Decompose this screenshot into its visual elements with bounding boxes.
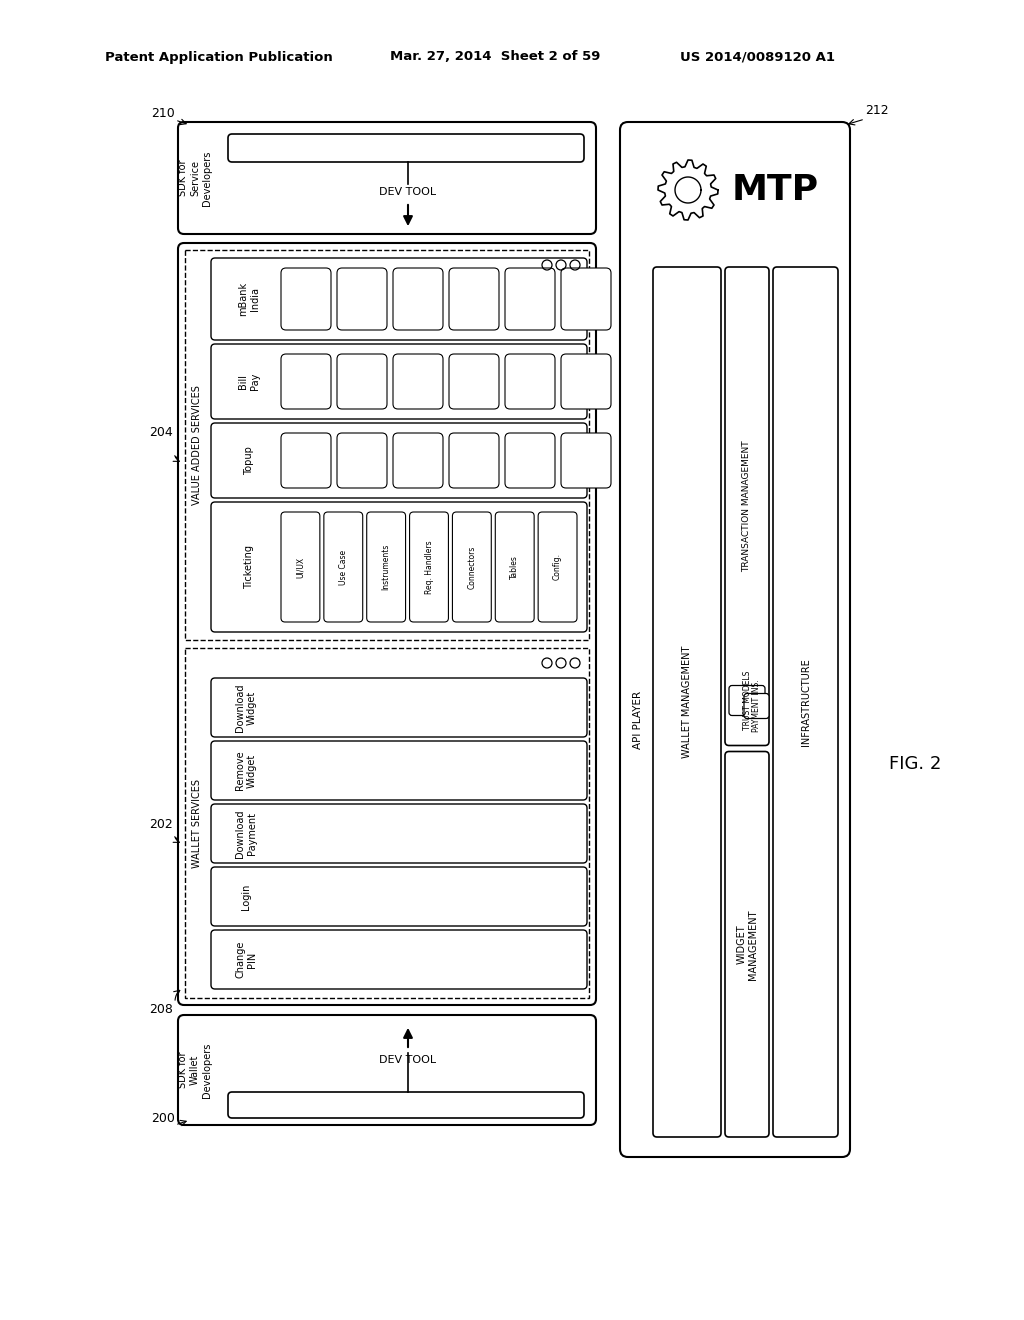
Text: Bill
Pay: Bill Pay: [239, 372, 260, 391]
FancyBboxPatch shape: [211, 741, 587, 800]
Text: DEV TOOL: DEV TOOL: [380, 1055, 436, 1065]
FancyBboxPatch shape: [505, 268, 555, 330]
FancyBboxPatch shape: [505, 354, 555, 409]
FancyBboxPatch shape: [228, 1092, 584, 1118]
FancyBboxPatch shape: [496, 512, 535, 622]
Text: Login: Login: [241, 883, 251, 909]
Text: Change
PIN: Change PIN: [236, 941, 257, 978]
Text: SDK for
Wallet
Developers: SDK for Wallet Developers: [178, 1043, 212, 1098]
FancyBboxPatch shape: [324, 512, 362, 622]
Text: 204: 204: [150, 426, 173, 440]
Text: Download
Payment: Download Payment: [236, 809, 257, 858]
FancyBboxPatch shape: [744, 693, 769, 718]
Text: Topup: Topup: [244, 446, 254, 475]
Text: 200: 200: [152, 1111, 175, 1125]
FancyBboxPatch shape: [211, 345, 587, 418]
FancyBboxPatch shape: [453, 512, 492, 622]
FancyBboxPatch shape: [281, 354, 331, 409]
Text: Req. Handlers: Req. Handlers: [425, 540, 433, 594]
Text: Config.: Config.: [553, 553, 562, 581]
FancyBboxPatch shape: [539, 512, 577, 622]
Text: Connectors: Connectors: [467, 545, 476, 589]
FancyBboxPatch shape: [211, 422, 587, 498]
FancyBboxPatch shape: [178, 1015, 596, 1125]
FancyBboxPatch shape: [337, 268, 387, 330]
FancyBboxPatch shape: [561, 354, 611, 409]
Text: Tables: Tables: [510, 556, 519, 579]
Text: MTP: MTP: [731, 173, 818, 207]
Text: Instruments: Instruments: [382, 544, 390, 590]
Text: 208: 208: [150, 1003, 173, 1016]
FancyBboxPatch shape: [449, 268, 499, 330]
Text: 212: 212: [865, 104, 889, 117]
FancyBboxPatch shape: [367, 512, 406, 622]
Text: Download
Widget: Download Widget: [236, 684, 257, 731]
Text: Mar. 27, 2014  Sheet 2 of 59: Mar. 27, 2014 Sheet 2 of 59: [390, 50, 600, 63]
Text: UI/UX: UI/UX: [296, 557, 305, 578]
FancyBboxPatch shape: [281, 268, 331, 330]
FancyBboxPatch shape: [178, 121, 596, 234]
Text: DEV TOOL: DEV TOOL: [380, 187, 436, 197]
Polygon shape: [675, 177, 701, 203]
Text: WALLET SERVICES: WALLET SERVICES: [193, 779, 202, 867]
Text: SDK for
Service
Developers: SDK for Service Developers: [178, 150, 212, 206]
FancyBboxPatch shape: [620, 121, 850, 1158]
FancyBboxPatch shape: [561, 433, 611, 488]
Text: Ticketing: Ticketing: [244, 545, 254, 589]
FancyBboxPatch shape: [211, 502, 587, 632]
FancyBboxPatch shape: [725, 751, 769, 1137]
Polygon shape: [658, 160, 718, 220]
FancyBboxPatch shape: [337, 433, 387, 488]
Text: US 2014/0089120 A1: US 2014/0089120 A1: [680, 50, 835, 63]
Text: WIDGET
MANAGEMENT: WIDGET MANAGEMENT: [736, 909, 758, 979]
Text: 210: 210: [152, 107, 175, 120]
Text: TRUST MODELS: TRUST MODELS: [742, 671, 752, 730]
FancyBboxPatch shape: [393, 433, 443, 488]
Text: API PLAYER: API PLAYER: [633, 690, 643, 748]
Text: WALLET MANAGEMENT: WALLET MANAGEMENT: [682, 645, 692, 758]
FancyBboxPatch shape: [410, 512, 449, 622]
FancyBboxPatch shape: [393, 354, 443, 409]
FancyBboxPatch shape: [211, 931, 587, 989]
FancyBboxPatch shape: [561, 268, 611, 330]
Text: INFRASTRUCTURE: INFRASTRUCTURE: [801, 659, 811, 746]
Text: Patent Application Publication: Patent Application Publication: [105, 50, 333, 63]
Text: FIG. 2: FIG. 2: [889, 755, 941, 772]
FancyBboxPatch shape: [505, 433, 555, 488]
FancyBboxPatch shape: [228, 135, 584, 162]
FancyBboxPatch shape: [211, 678, 587, 737]
Bar: [185, 249, 589, 640]
FancyBboxPatch shape: [211, 257, 587, 341]
FancyBboxPatch shape: [393, 268, 443, 330]
FancyBboxPatch shape: [773, 267, 838, 1137]
Text: PAYMENT INS.: PAYMENT INS.: [752, 680, 761, 733]
Text: VALUE ADDED SERVICES: VALUE ADDED SERVICES: [193, 385, 202, 506]
Text: Remove
Widget: Remove Widget: [236, 751, 257, 791]
FancyBboxPatch shape: [449, 433, 499, 488]
FancyBboxPatch shape: [211, 867, 587, 927]
FancyBboxPatch shape: [178, 243, 596, 1005]
FancyBboxPatch shape: [729, 685, 765, 715]
Text: mBank
India: mBank India: [239, 282, 260, 315]
Text: TRANSACTION MANAGEMENT: TRANSACTION MANAGEMENT: [742, 441, 752, 572]
Text: 202: 202: [150, 817, 173, 830]
FancyBboxPatch shape: [281, 512, 319, 622]
Bar: [185, 648, 589, 998]
FancyBboxPatch shape: [449, 354, 499, 409]
FancyBboxPatch shape: [725, 267, 769, 746]
Text: Use Case: Use Case: [339, 549, 348, 585]
FancyBboxPatch shape: [211, 804, 587, 863]
FancyBboxPatch shape: [337, 354, 387, 409]
FancyBboxPatch shape: [281, 433, 331, 488]
FancyBboxPatch shape: [653, 267, 721, 1137]
